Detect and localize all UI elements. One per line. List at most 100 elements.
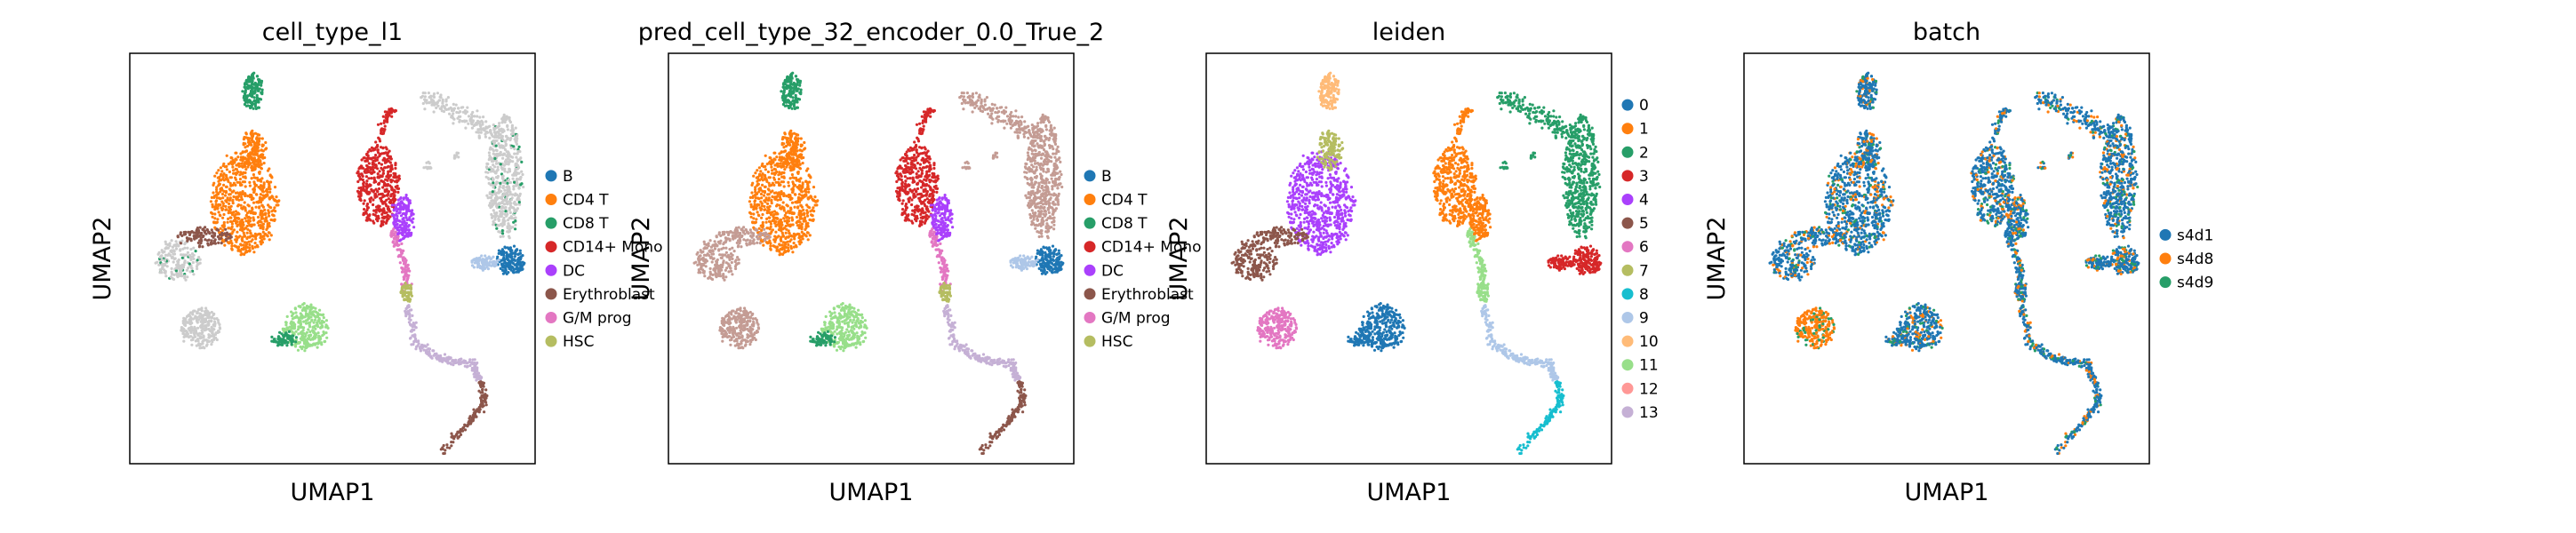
- data-point: [313, 335, 316, 338]
- data-point: [428, 350, 431, 354]
- data-point: [754, 171, 757, 175]
- data-point: [791, 223, 795, 227]
- data-point: [307, 314, 310, 318]
- data-point: [491, 134, 494, 138]
- data-point: [252, 180, 256, 184]
- data-point: [218, 231, 221, 235]
- data-point: [494, 182, 498, 186]
- data-point: [235, 197, 238, 201]
- data-point: [517, 201, 521, 204]
- legend-label: HSC: [563, 333, 594, 351]
- data-point: [752, 217, 756, 220]
- data-point: [799, 210, 803, 213]
- data-point: [401, 295, 404, 298]
- data-point: [500, 201, 504, 205]
- data-point: [249, 217, 252, 220]
- data-point: [227, 236, 230, 240]
- data-point: [476, 372, 480, 376]
- data-point: [260, 84, 263, 87]
- data-point: [483, 410, 486, 414]
- data-point: [508, 229, 512, 233]
- data-point: [395, 223, 398, 227]
- data-point: [789, 244, 793, 248]
- data-point: [196, 318, 201, 322]
- data-point: [781, 252, 785, 256]
- data-point: [783, 219, 787, 223]
- data-point: [495, 259, 499, 263]
- data-point: [242, 175, 245, 179]
- data-point: [243, 85, 246, 89]
- data-point: [198, 331, 202, 335]
- data-point: [210, 325, 213, 329]
- data-point: [232, 189, 236, 193]
- data-point: [244, 168, 248, 171]
- data-point: [216, 176, 220, 179]
- data-point: [475, 123, 478, 126]
- data-point: [391, 240, 395, 243]
- data-point: [444, 103, 448, 107]
- data-point: [406, 276, 410, 280]
- data-point: [186, 246, 189, 250]
- data-point: [378, 139, 382, 143]
- data-point: [182, 233, 186, 236]
- data-point: [293, 345, 298, 348]
- data-point: [212, 314, 215, 317]
- data-point: [228, 196, 232, 200]
- data-point: [316, 346, 319, 349]
- data-point: [235, 240, 238, 243]
- data-point: [799, 88, 803, 91]
- data-point: [429, 354, 433, 359]
- data-point: [496, 255, 500, 259]
- data-point: [294, 330, 298, 333]
- data-point: [200, 231, 204, 235]
- data-point: [255, 75, 260, 78]
- data-point: [383, 110, 387, 114]
- data-point: [400, 266, 404, 270]
- data-point: [258, 171, 261, 175]
- data-point: [192, 253, 196, 257]
- data-point: [387, 164, 390, 169]
- data-point: [240, 195, 244, 199]
- data-point: [396, 214, 399, 218]
- data-point: [188, 319, 192, 322]
- data-point: [249, 235, 252, 238]
- data-point: [499, 163, 502, 166]
- data-point: [169, 250, 172, 253]
- data-point: [192, 273, 196, 276]
- data-point: [268, 214, 271, 218]
- data-point: [244, 132, 248, 136]
- data-point: [793, 183, 797, 187]
- data-point: [388, 155, 391, 159]
- data-point: [211, 203, 214, 206]
- data-point: [262, 162, 266, 165]
- data-point: [322, 313, 325, 316]
- data-point: [396, 237, 400, 241]
- data-point: [790, 201, 795, 204]
- data-point: [471, 119, 476, 123]
- data-point: [475, 131, 478, 134]
- data-point: [183, 246, 187, 250]
- data-point: [784, 236, 788, 241]
- data-point: [387, 112, 390, 115]
- data-point: [517, 145, 521, 148]
- data-point: [807, 190, 811, 194]
- data-point: [252, 190, 256, 195]
- data-point: [183, 261, 187, 265]
- data-point: [258, 232, 261, 235]
- data-point: [464, 126, 468, 130]
- data-point: [804, 169, 809, 172]
- data-point: [814, 200, 818, 203]
- data-point: [422, 348, 426, 352]
- data-point: [416, 344, 420, 347]
- data-point: [245, 100, 249, 104]
- data-point: [259, 219, 262, 224]
- data-point: [241, 157, 245, 161]
- data-point: [496, 125, 500, 129]
- data-point: [516, 258, 520, 262]
- data-point: [750, 191, 754, 195]
- data-point: [228, 193, 231, 196]
- data-point: [228, 198, 231, 202]
- data-point: [772, 160, 775, 163]
